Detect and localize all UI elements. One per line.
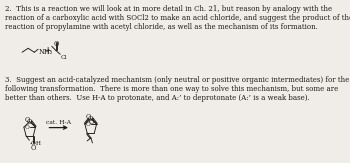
Text: +: + [44,46,52,55]
Text: cat. H-A: cat. H-A [46,120,71,125]
Text: O̅: O̅ [25,125,29,130]
Text: O: O [31,144,36,152]
Text: O̅: O̅ [85,122,90,127]
Text: O: O [89,118,94,126]
Text: 3.  Suggest an acid-catalyzed mechanism (only neutral or positive organic interm: 3. Suggest an acid-catalyzed mechanism (… [5,76,350,103]
Text: O: O [53,40,59,48]
Text: 2.  This is a reaction we will look at in more detail in Ch. 21, but reason by a: 2. This is a reaction we will look at in… [5,5,350,31]
Text: NH₂: NH₂ [38,48,52,56]
Text: O: O [25,116,30,124]
Text: O: O [86,113,91,121]
Text: Cl: Cl [60,55,67,60]
Text: O: O [27,118,33,126]
Text: O: O [88,115,93,123]
Text: -OH: -OH [29,141,42,146]
